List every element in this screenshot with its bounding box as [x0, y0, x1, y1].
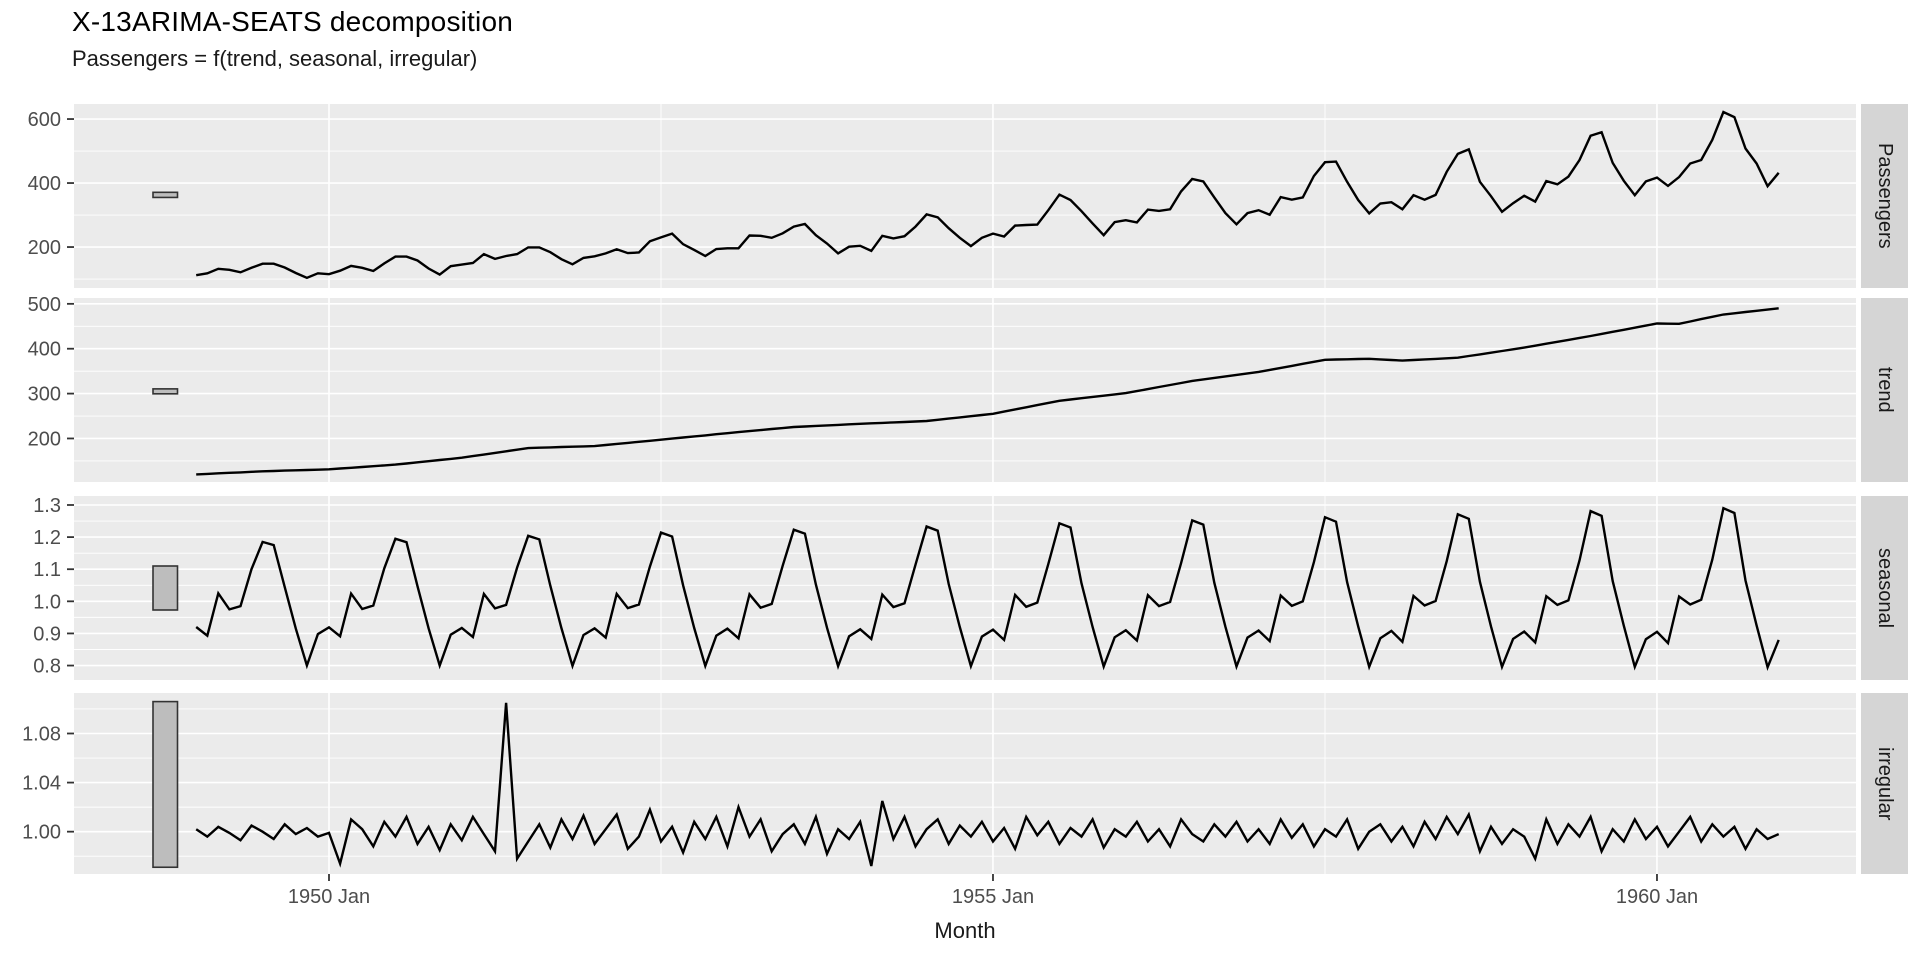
facet-strip-label: Passengers — [1874, 143, 1896, 249]
series-line-Passengers — [195, 110, 1780, 280]
panel-background-trend — [74, 298, 1856, 482]
series-line-trend — [196, 307, 1779, 476]
series-line-seasonal — [195, 506, 1780, 671]
y-tick-label: 1.3 — [33, 495, 61, 517]
y-tick-label: 200 — [28, 237, 61, 259]
scale-bar-trend — [152, 388, 179, 395]
x-tick-label: 1960 Jan — [1616, 886, 1698, 908]
y-tick-label: 400 — [28, 339, 61, 361]
y-tick-label: 300 — [28, 384, 61, 406]
plot-subtitle: Passengers = f(trend, seasonal, irregula… — [72, 46, 478, 71]
facet-strip-trend: trend — [1861, 298, 1908, 482]
scale-bar-irregular — [152, 700, 179, 869]
y-tick-label: 1.08 — [22, 723, 61, 745]
y-tick-label: 0.8 — [33, 656, 61, 678]
scale-bar-Passengers — [152, 191, 179, 199]
y-tick-label: 0.9 — [33, 623, 61, 645]
series-line-irregular — [195, 702, 1780, 868]
panel-background-Passengers — [74, 104, 1856, 288]
facet-strip-irregular: irregular — [1861, 693, 1908, 874]
scale-bar-seasonal — [152, 565, 179, 611]
y-tick-label: 1.00 — [22, 822, 61, 844]
facet-strip-seasonal: seasonal — [1861, 496, 1908, 680]
facet-strip-label: trend — [1874, 367, 1896, 413]
y-tick-label: 600 — [28, 109, 61, 131]
y-tick-label: 1.2 — [33, 527, 61, 549]
x-axis-title: Month — [934, 918, 996, 943]
y-tick-label: 500 — [28, 294, 61, 316]
y-tick-label: 400 — [28, 173, 61, 195]
facet-strip-passengers: Passengers — [1861, 104, 1908, 288]
y-tick-label: 1.04 — [22, 773, 61, 795]
y-tick-label: 1.0 — [33, 591, 61, 613]
panel-background-irregular — [74, 693, 1856, 874]
facet-strip-label: seasonal — [1874, 547, 1896, 629]
y-tick-label: 1.1 — [33, 559, 61, 581]
x-tick-label: 1950 Jan — [288, 886, 370, 908]
x-tick-label: 1955 Jan — [952, 886, 1034, 908]
facet-strip-label: irregular — [1874, 746, 1896, 821]
plot-title: X-13ARIMA-SEATS decomposition — [72, 6, 514, 37]
y-tick-label: 200 — [28, 428, 61, 450]
